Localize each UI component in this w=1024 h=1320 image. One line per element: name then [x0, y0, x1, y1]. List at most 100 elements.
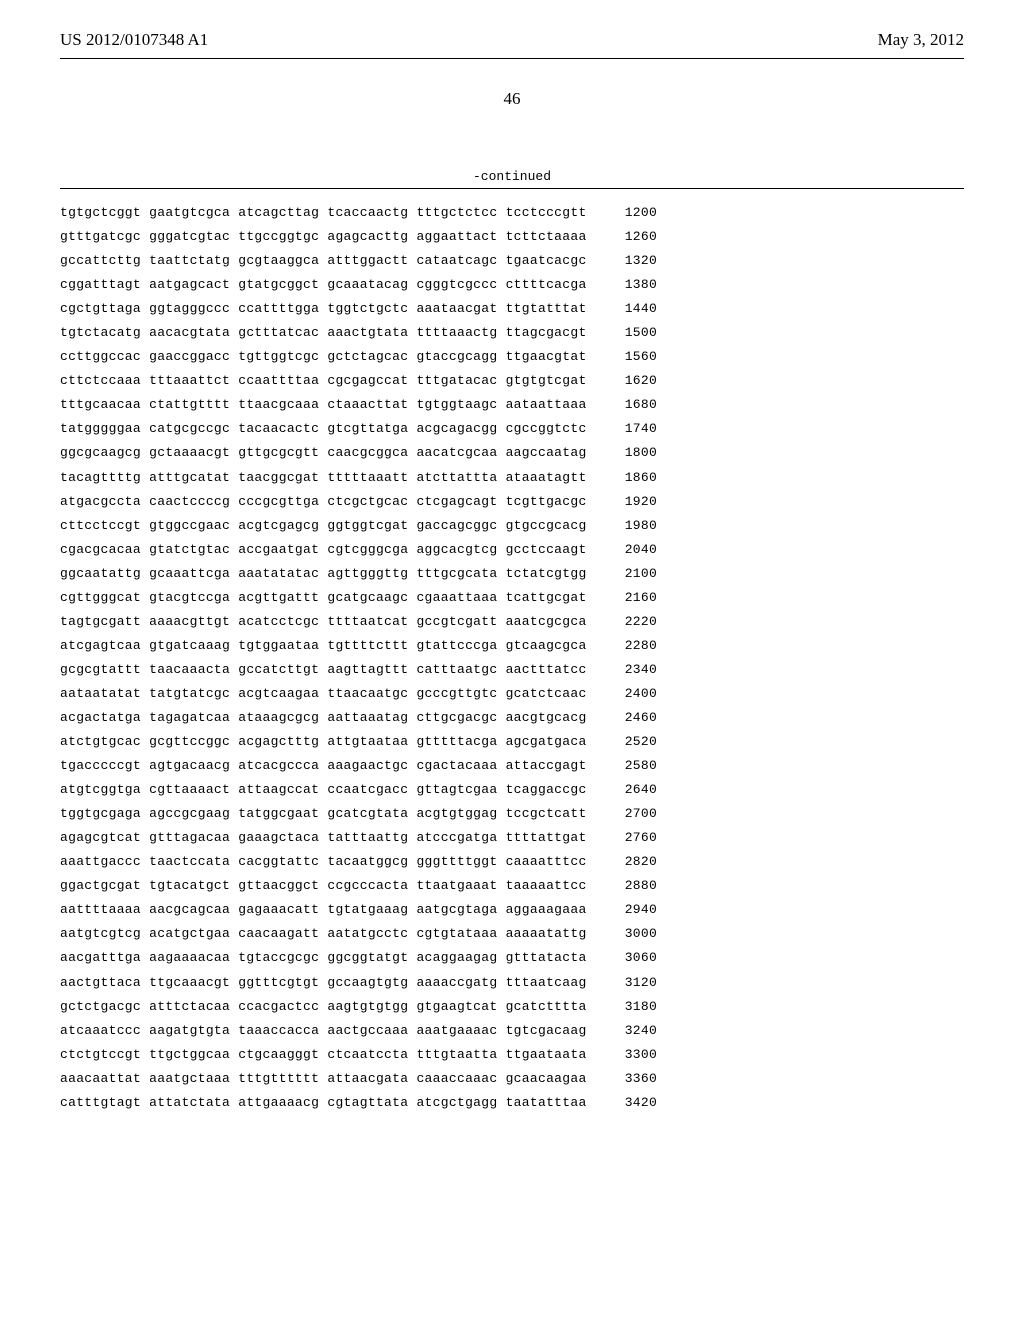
sequence-text: aatgtcgtcg acatgctgaa caacaagatt aatatgc… [60, 922, 587, 946]
sequence-text: tggtgcgaga agccgcgaag tatggcgaat gcatcgt… [60, 802, 587, 826]
sequence-row: gtttgatcgc gggatcgtac ttgccggtgc agagcac… [60, 225, 964, 249]
sequence-row: tagtgcgatt aaaacgttgt acatcctcgc ttttaat… [60, 610, 964, 634]
sequence-position: 2400 [587, 682, 658, 706]
sequence-row: ggcaatattg gcaaattcga aaatatatac agttggg… [60, 562, 964, 586]
sequence-position: 2580 [587, 754, 658, 778]
sequence-row: aaattgaccc taactccata cacggtattc tacaatg… [60, 850, 964, 874]
sequence-row: aacgatttga aagaaaacaa tgtaccgcgc ggcggta… [60, 946, 964, 970]
sequence-row: agagcgtcat gtttagacaa gaaagctaca tatttaa… [60, 826, 964, 850]
sequence-position: 2640 [587, 778, 658, 802]
page-number: 46 [60, 89, 964, 109]
sequence-row: tgtgctcggt gaatgtcgca atcagcttag tcaccaa… [60, 201, 964, 225]
sequence-position: 3420 [587, 1091, 658, 1115]
sequence-row: aattttaaaa aacgcagcaa gagaaacatt tgtatga… [60, 898, 964, 922]
sequence-position: 2940 [587, 898, 658, 922]
sequence-text: agagcgtcat gtttagacaa gaaagctaca tatttaa… [60, 826, 587, 850]
sequence-text: tttgcaacaa ctattgtttt ttaacgcaaa ctaaact… [60, 393, 587, 417]
sequence-text: gcgcgtattt taacaaacta gccatcttgt aagttag… [60, 658, 587, 682]
sequence-position: 1560 [587, 345, 658, 369]
publication-date: May 3, 2012 [878, 30, 964, 50]
sequence-text: aataatatat tatgtatcgc acgtcaagaa ttaacaa… [60, 682, 587, 706]
sequence-position: 1680 [587, 393, 658, 417]
sequence-listing: tgtgctcggt gaatgtcgca atcagcttag tcaccaa… [60, 201, 964, 1115]
sequence-row: tgacccccgt agtgacaacg atcacgccca aaagaac… [60, 754, 964, 778]
sequence-row: atcaaatccc aagatgtgta taaaccacca aactgcc… [60, 1019, 964, 1043]
sequence-position: 3360 [587, 1067, 658, 1091]
sequence-row: tacagttttg atttgcatat taacggcgat tttttaa… [60, 466, 964, 490]
sequence-position: 2160 [587, 586, 658, 610]
sequence-text: tgtgctcggt gaatgtcgca atcagcttag tcaccaa… [60, 201, 587, 225]
sequence-position: 1740 [587, 417, 658, 441]
sequence-text: tgtctacatg aacacgtata gctttatcac aaactgt… [60, 321, 587, 345]
sequence-position: 3000 [587, 922, 658, 946]
sequence-position: 2880 [587, 874, 658, 898]
sequence-row: cggatttagt aatgagcact gtatgcggct gcaaata… [60, 273, 964, 297]
sequence-text: gctctgacgc atttctacaa ccacgactcc aagtgtg… [60, 995, 587, 1019]
continued-label: -continued [60, 169, 964, 184]
sequence-position: 3240 [587, 1019, 658, 1043]
sequence-text: ctctgtccgt ttgctggcaa ctgcaagggt ctcaatc… [60, 1043, 587, 1067]
sequence-row: gctctgacgc atttctacaa ccacgactcc aagtgtg… [60, 995, 964, 1019]
sequence-position: 1920 [587, 490, 658, 514]
sequence-position: 2280 [587, 634, 658, 658]
sequence-text: cttctccaaa tttaaattct ccaattttaa cgcgagc… [60, 369, 587, 393]
sequence-position: 1200 [587, 201, 658, 225]
sequence-text: cgctgttaga ggtagggccc ccattttgga tggtctg… [60, 297, 587, 321]
sequence-position: 2220 [587, 610, 658, 634]
sequence-position: 1620 [587, 369, 658, 393]
sequence-position: 2520 [587, 730, 658, 754]
sequence-text: ggcgcaagcg gctaaaacgt gttgcgcgtt caacgcg… [60, 441, 587, 465]
sequence-row: cgacgcacaa gtatctgtac accgaatgat cgtcggg… [60, 538, 964, 562]
sequence-row: tggtgcgaga agccgcgaag tatggcgaat gcatcgt… [60, 802, 964, 826]
sequence-row: aaacaattat aaatgctaaa tttgtttttt attaacg… [60, 1067, 964, 1091]
sequence-row: atctgtgcac gcgttccggc acgagctttg attgtaa… [60, 730, 964, 754]
sequence-row: aataatatat tatgtatcgc acgtcaagaa ttaacaa… [60, 682, 964, 706]
sequence-row: gccattcttg taattctatg gcgtaaggca atttgga… [60, 249, 964, 273]
sequence-text: acgactatga tagagatcaa ataaagcgcg aattaaa… [60, 706, 587, 730]
sequence-position: 1980 [587, 514, 658, 538]
sequence-text: ggcaatattg gcaaattcga aaatatatac agttggg… [60, 562, 587, 586]
sequence-row: gcgcgtattt taacaaacta gccatcttgt aagttag… [60, 658, 964, 682]
sequence-row: cgttgggcat gtacgtccga acgttgattt gcatgca… [60, 586, 964, 610]
sequence-position: 2760 [587, 826, 658, 850]
sequence-row: tatgggggaa catgcgccgc tacaacactc gtcgtta… [60, 417, 964, 441]
sequence-position: 2040 [587, 538, 658, 562]
sequence-text: cgttgggcat gtacgtccga acgttgattt gcatgca… [60, 586, 587, 610]
sequence-text: atgtcggtga cgttaaaact attaagccat ccaatcg… [60, 778, 587, 802]
sequence-row: catttgtagt attatctata attgaaaacg cgtagtt… [60, 1091, 964, 1115]
sequence-text: gtttgatcgc gggatcgtac ttgccggtgc agagcac… [60, 225, 587, 249]
sequence-text: atcgagtcaa gtgatcaaag tgtggaataa tgttttc… [60, 634, 587, 658]
sequence-text: tgacccccgt agtgacaacg atcacgccca aaagaac… [60, 754, 587, 778]
sequence-row: ggcgcaagcg gctaaaacgt gttgcgcgtt caacgcg… [60, 441, 964, 465]
sequence-position: 2820 [587, 850, 658, 874]
sequence-text: atgacgccta caactccccg cccgcgttga ctcgctg… [60, 490, 587, 514]
sequence-position: 1320 [587, 249, 658, 273]
sequence-text: aaacaattat aaatgctaaa tttgtttttt attaacg… [60, 1067, 587, 1091]
sequence-text: atcaaatccc aagatgtgta taaaccacca aactgcc… [60, 1019, 587, 1043]
sequence-text: ccttggccac gaaccggacc tgttggtcgc gctctag… [60, 345, 587, 369]
sequence-text: cggatttagt aatgagcact gtatgcggct gcaaata… [60, 273, 587, 297]
patent-number: US 2012/0107348 A1 [60, 30, 208, 50]
sequence-text: aaattgaccc taactccata cacggtattc tacaatg… [60, 850, 587, 874]
page-header: US 2012/0107348 A1 May 3, 2012 [60, 30, 964, 50]
sequence-text: cgacgcacaa gtatctgtac accgaatgat cgtcggg… [60, 538, 587, 562]
sequence-text: atctgtgcac gcgttccggc acgagctttg attgtaa… [60, 730, 587, 754]
sequence-text: tatgggggaa catgcgccgc tacaacactc gtcgtta… [60, 417, 587, 441]
sequence-row: atgtcggtga cgttaaaact attaagccat ccaatcg… [60, 778, 964, 802]
sequence-position: 1800 [587, 441, 658, 465]
sequence-position: 1260 [587, 225, 658, 249]
sequence-position: 1380 [587, 273, 658, 297]
sequence-row: ccttggccac gaaccggacc tgttggtcgc gctctag… [60, 345, 964, 369]
sequence-position: 2460 [587, 706, 658, 730]
sequence-text: tacagttttg atttgcatat taacggcgat tttttaa… [60, 466, 587, 490]
sequence-text: aacgatttga aagaaaacaa tgtaccgcgc ggcggta… [60, 946, 587, 970]
sequence-text: gccattcttg taattctatg gcgtaaggca atttgga… [60, 249, 587, 273]
sequence-position: 2700 [587, 802, 658, 826]
sequence-position: 2340 [587, 658, 658, 682]
sequence-row: atgacgccta caactccccg cccgcgttga ctcgctg… [60, 490, 964, 514]
sequence-row: ggactgcgat tgtacatgct gttaacggct ccgccca… [60, 874, 964, 898]
sequence-text: cttcctccgt gtggccgaac acgtcgagcg ggtggtc… [60, 514, 587, 538]
sequence-row: cttcctccgt gtggccgaac acgtcgagcg ggtggtc… [60, 514, 964, 538]
sequence-position: 3060 [587, 946, 658, 970]
sequence-row: cgctgttaga ggtagggccc ccattttgga tggtctg… [60, 297, 964, 321]
